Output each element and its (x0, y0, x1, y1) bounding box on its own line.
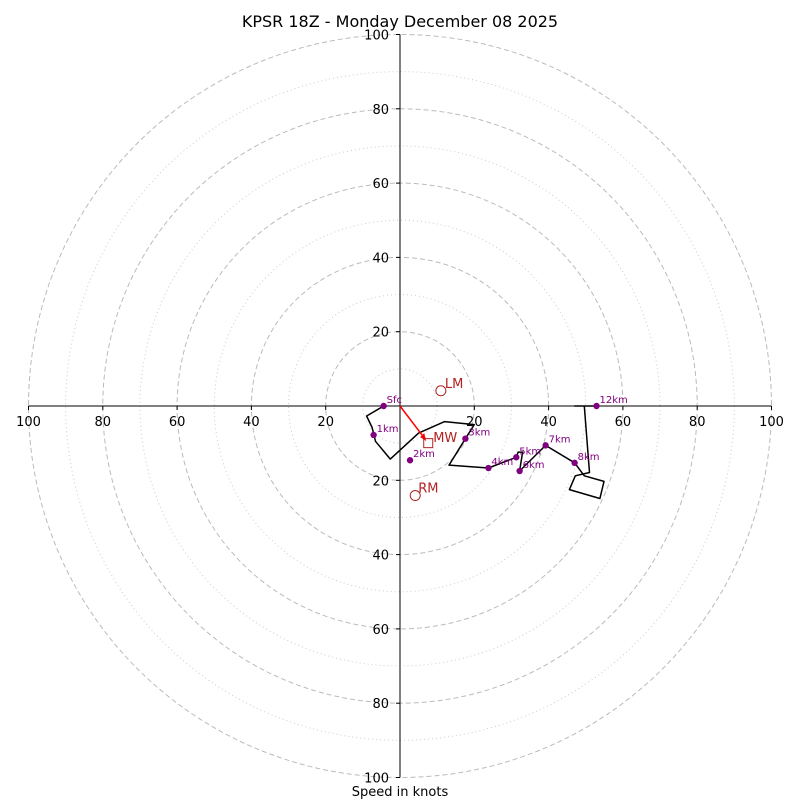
y-tick-label: 80 (372, 697, 389, 712)
x-tick-label: 40 (540, 415, 557, 430)
wind-profile-line (365, 405, 605, 500)
x-tick-label: 60 (615, 415, 632, 430)
height-marker-Sfc (380, 402, 387, 410)
height-marker-label: 7km (549, 434, 571, 445)
height-marker-label: 1km (377, 424, 399, 435)
hodograph-trace (365, 405, 605, 500)
height-markers: Sfc 1km 2km 3km 4km 5km 6km 7km 8km 12km (370, 395, 628, 475)
tick-labels: 100 80 60 40 20 20 40 60 80 100 100 80 60 40 20 20 40 60 8… (16, 29, 784, 787)
height-marker-label: 4km (491, 457, 513, 468)
height-marker-5km (513, 454, 520, 461)
x-tick-label: 20 (466, 415, 483, 430)
x-tick-label: 40 (243, 415, 260, 430)
height-marker-1km (370, 431, 377, 439)
height-marker-6km (516, 467, 523, 475)
height-marker-8km (571, 459, 578, 467)
mean-wind-vector (399, 405, 426, 440)
x-tick-label: 60 (169, 415, 186, 430)
height-marker-label: 12km (600, 395, 628, 406)
y-tick-label: 100 (364, 29, 389, 44)
height-marker-label: Sfc (387, 395, 402, 406)
x-tick-label: 100 (759, 415, 784, 430)
height-marker-4km (485, 464, 492, 472)
x-tick-label: 20 (317, 415, 334, 430)
x-tick-label: 80 (95, 415, 112, 430)
height-marker-label: 5km (519, 446, 541, 457)
x-tick-label: 100 (16, 415, 41, 430)
height-marker-label: 3km (468, 428, 490, 439)
y-tick-label: 20 (372, 326, 389, 341)
right-mover-marker (409, 490, 421, 502)
height-marker-12km (593, 402, 600, 410)
mean-wind-label: MW (433, 431, 457, 446)
left-mover-marker (435, 385, 447, 397)
left-mover-label: LM (445, 377, 463, 392)
y-tick-label: 80 (372, 103, 389, 118)
x-tick-label: 80 (689, 415, 706, 430)
y-tick-label: 60 (372, 177, 389, 192)
y-tick-label: 40 (372, 251, 389, 266)
height-marker-label: 6km (523, 460, 545, 471)
y-tick-label: 100 (364, 772, 389, 787)
x-axis-label: Speed in knots (352, 785, 449, 800)
height-marker-2km (406, 457, 414, 464)
y-tick-label: 20 (372, 474, 389, 489)
height-marker-7km (542, 442, 549, 449)
chart-title: KPSR 18Z - Monday December 08 2025 (242, 12, 558, 31)
mean-wind-marker (423, 438, 434, 449)
height-marker-label: 8km (578, 452, 600, 463)
right-mover-label: RM (418, 482, 438, 497)
height-marker-label: 2km (413, 449, 435, 460)
height-marker-3km (462, 435, 469, 442)
y-tick-label: 40 (372, 549, 389, 564)
storm-motion-markers: MW LM RM (399, 377, 463, 502)
y-tick-label: 60 (372, 623, 389, 638)
